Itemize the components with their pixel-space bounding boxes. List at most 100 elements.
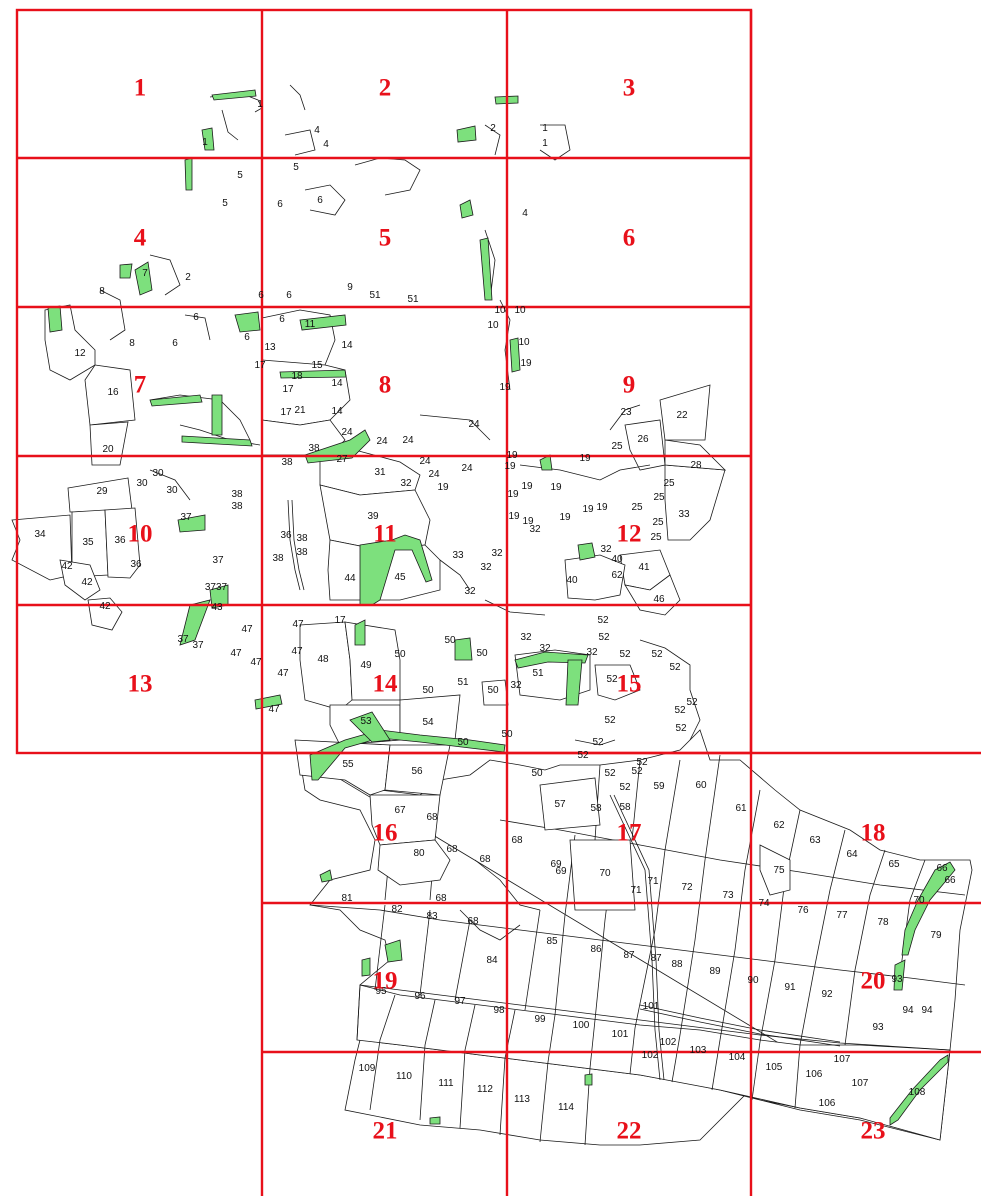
parcel-label: 19 <box>520 358 532 369</box>
parcel-label: 107 <box>852 1078 869 1089</box>
parcel-label: 6 <box>286 290 292 301</box>
parcel-label: 27 <box>336 454 348 465</box>
col-line-28 <box>374 904 386 991</box>
green-patch-30 <box>384 939 403 963</box>
parcel-label: 38 <box>231 489 243 500</box>
green-patch-13 <box>149 394 203 407</box>
parcel-label: 93 <box>872 1022 884 1033</box>
parcel-label: 105 <box>766 1062 783 1073</box>
parcel-label: 65 <box>888 859 900 870</box>
frag-n2 <box>221 109 239 141</box>
green-patch-15 <box>279 369 347 379</box>
frag-n16 <box>609 404 641 431</box>
parcel-label: 52 <box>651 649 663 660</box>
parcel-label: 26 <box>637 434 649 445</box>
frag-n19 <box>639 639 701 741</box>
frag-n13 <box>184 314 211 341</box>
frag-n6 <box>304 184 346 216</box>
col-line-1 <box>369 994 396 1111</box>
green-patch-36 <box>429 1116 441 1125</box>
parcel-label: 31 <box>374 467 386 478</box>
parcel-label: 4 <box>323 139 329 150</box>
parcel-label: 24 <box>419 456 431 467</box>
parcel-label: 17 <box>282 384 294 395</box>
parcel-label: 32 <box>400 478 412 489</box>
green-patch-14 <box>181 435 253 447</box>
parcel-label: 89 <box>709 966 721 977</box>
sheet-label-10: 10 <box>128 521 153 548</box>
green-patch-25 <box>577 542 596 561</box>
row-line-1 <box>309 904 966 986</box>
parcel-label: 91 <box>784 982 796 993</box>
parcel-label: 86 <box>590 944 602 955</box>
parcel-label: 71 <box>647 876 659 887</box>
parcel-label: 36 <box>280 530 292 541</box>
col-line-18 <box>759 809 801 1043</box>
parcel-52 <box>594 664 641 701</box>
parcel-label: 38 <box>231 501 243 512</box>
parcel-label: 32 <box>510 680 522 691</box>
green-patch-21 <box>354 619 366 646</box>
parcel-label: 22 <box>676 410 688 421</box>
parcel-label: 106 <box>819 1098 836 1109</box>
parcel-label: 75 <box>773 865 785 876</box>
parcel-label: 25 <box>663 478 675 489</box>
parcel-label: 61 <box>735 803 747 814</box>
south-road-a <box>609 794 661 1081</box>
parcel-label: 32 <box>491 548 503 559</box>
parcel-label: 37 <box>192 640 204 651</box>
parcel-label: 52 <box>675 723 687 734</box>
parcel-label: 96 <box>414 991 426 1002</box>
parcel-label: 32 <box>600 544 612 555</box>
parcel-label: 32 <box>480 562 492 573</box>
col-line-12 <box>524 909 541 1011</box>
parcel-label: 62 <box>611 570 623 581</box>
parcel-label: 107 <box>834 1054 851 1065</box>
sheet-label-22: 22 <box>617 1118 642 1145</box>
parcel-label: 19 <box>521 481 533 492</box>
parcel-label: 19 <box>499 382 511 393</box>
parcel-label: 101 <box>612 1029 629 1040</box>
parcel-label: 2 <box>490 123 496 134</box>
green-features <box>47 89 956 1126</box>
parcel-70 <box>569 839 636 911</box>
sheet-label-6: 6 <box>623 225 636 252</box>
parcel-label: 24 <box>402 435 414 446</box>
sheet-label-18: 18 <box>861 820 886 847</box>
parcel-label: 6 <box>172 338 178 349</box>
parcel-label: 6 <box>279 314 285 325</box>
parcel-label: 102 <box>642 1050 659 1061</box>
parcel-label: 44 <box>344 573 356 584</box>
parcel-label: 19 <box>508 511 520 522</box>
parcel-label: 10 <box>494 305 506 316</box>
parcel-label: 84 <box>486 955 498 966</box>
frag-n4 <box>284 129 316 156</box>
parcel-label: 29 <box>96 486 108 497</box>
parcel-label: 41 <box>638 562 650 573</box>
parcel-label: 101 <box>643 1001 660 1012</box>
parcel-label: 52 <box>604 715 616 726</box>
parcel-label: 17 <box>280 407 292 418</box>
parcel-label: 3737 <box>205 582 228 593</box>
parcel-label: 40 <box>566 575 578 586</box>
parcel-label: 1 <box>542 138 548 149</box>
parcel-label: 8 <box>129 338 135 349</box>
parcel-label: 21 <box>294 405 306 416</box>
green-patch-4 <box>456 125 477 143</box>
col-line-26 <box>454 919 471 1001</box>
parcel-48 <box>299 621 353 711</box>
parcel-16 <box>84 364 136 426</box>
sheet-label-17: 17 <box>617 820 642 847</box>
parcel-label: 94 <box>921 1005 933 1016</box>
parcel-label: 87 <box>650 953 662 964</box>
sheet-label-3: 3 <box>623 75 636 102</box>
parcel-label: 50 <box>394 649 406 660</box>
parcel-label: 90 <box>747 975 759 986</box>
parcel-label: 68 <box>435 893 447 904</box>
parcel-label: 85 <box>546 936 558 947</box>
parcel-label: 7 <box>142 268 148 279</box>
parcel-label: 76 <box>797 905 809 916</box>
parcel-label: 47 <box>241 624 253 635</box>
parcel-label: 113 <box>514 1094 530 1105</box>
